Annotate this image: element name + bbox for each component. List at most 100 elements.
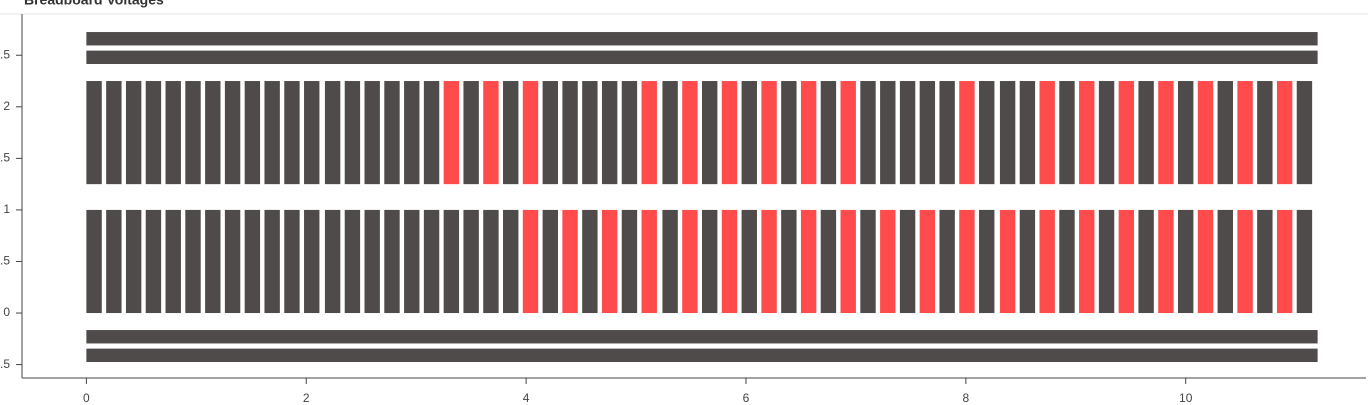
column [781,209,797,314]
column [404,209,420,314]
column [145,209,162,314]
column [244,81,261,185]
column [621,209,638,314]
column [959,81,975,185]
column [1257,81,1273,185]
column [1138,209,1154,314]
column [165,81,181,185]
chart-title: Breadboard Voltages [24,0,164,8]
column [145,81,162,185]
column [205,209,221,314]
column [939,209,955,314]
x-tick-label: 4 [523,391,530,405]
y-tick-label: 1 [3,202,10,216]
column [741,81,757,185]
column [165,209,181,314]
column [1059,209,1075,314]
column [1257,209,1273,314]
column [1296,81,1313,185]
column [741,209,757,314]
column [840,81,856,185]
column [662,209,678,314]
column [860,81,876,185]
column [503,81,519,185]
column [959,209,975,314]
column [1098,81,1115,185]
column [1158,209,1174,314]
column [761,81,777,185]
column [702,209,718,314]
column [1296,209,1313,314]
column [662,81,678,185]
x-tick-label: 6 [743,391,750,405]
column [999,209,1016,314]
column [324,209,341,314]
column [106,81,122,185]
x-tick-label: 8 [962,391,969,405]
column [106,209,122,314]
column [125,81,142,185]
column [1197,81,1214,185]
column [86,81,102,185]
column [404,81,420,185]
y-tick-label: -0.5 [0,357,10,371]
column [364,81,380,185]
column [840,209,856,314]
column [86,209,102,314]
column [522,81,539,185]
rail [86,348,1318,363]
column [542,209,558,314]
y-tick-label: 0.5 [0,254,10,268]
column [1118,209,1135,314]
column [979,209,995,314]
column [185,209,201,314]
column [880,81,896,185]
rail [86,330,1318,344]
column [483,209,499,314]
column [542,81,558,185]
column [621,81,638,185]
column [880,209,896,314]
column [781,81,797,185]
column [800,209,817,314]
column [1237,81,1253,185]
y-tick-label: 2.5 [0,47,10,61]
column [721,81,738,185]
column [1098,209,1115,314]
column [1237,209,1253,314]
column [682,81,698,185]
column [919,81,936,185]
column [601,209,618,314]
column [384,81,400,185]
column [483,81,499,185]
column [384,209,400,314]
column [443,209,460,314]
column [244,209,261,314]
column [324,81,341,185]
column [344,209,361,314]
column [304,81,320,185]
column [522,209,539,314]
column [562,81,578,185]
column [582,81,598,185]
column [304,209,320,314]
column [641,209,657,314]
column [1079,209,1095,314]
column [702,81,718,185]
column [463,209,479,314]
column [761,209,777,314]
column [641,81,657,185]
column [463,81,479,185]
column [919,209,936,314]
x-tick-label: 10 [1179,391,1193,405]
column [205,81,221,185]
column [423,209,440,314]
column [264,81,280,185]
column [601,81,618,185]
column [284,81,300,185]
x-tick-label: 2 [303,391,310,405]
column [562,209,578,314]
rail [86,32,1318,46]
column [185,81,201,185]
